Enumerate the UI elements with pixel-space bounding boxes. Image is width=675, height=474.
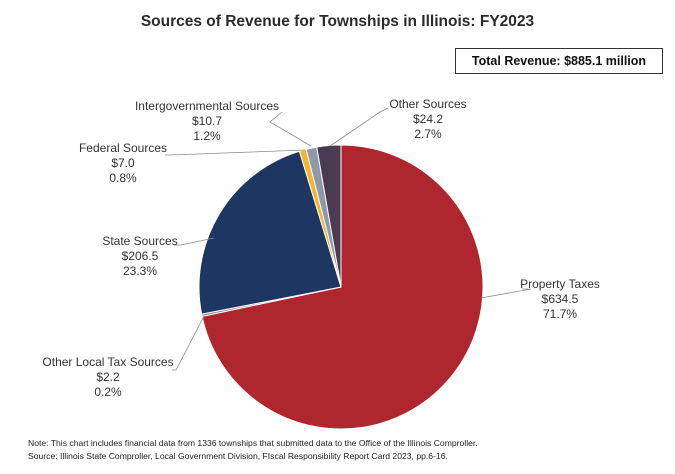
slice-label-federal-sources: Federal Sources <box>79 141 167 155</box>
leader-line-federal-sources <box>165 149 306 156</box>
slice-label-other-sources: Other Sources <box>389 97 466 111</box>
total-revenue-box: Total Revenue: $885.1 million <box>455 48 663 74</box>
slice-value-label-other-sources: $24.2 <box>413 112 443 126</box>
pie-slice-property-taxes <box>201 144 484 430</box>
slice-value-label-federal-sources: $7.0 <box>111 156 135 170</box>
slice-percent-label-intergovernmental-sources: 1.2% <box>193 129 221 143</box>
slice-label-other-local-tax-sources: Other Local Tax Sources <box>42 355 173 369</box>
chart-source: Source: Illinois State Comproller, Local… <box>28 451 448 461</box>
slice-label-state-sources: State Sources <box>102 234 177 248</box>
leader-line-other-sources <box>329 107 389 147</box>
slice-label-property-taxes: Property Taxes <box>520 277 600 291</box>
leader-line-intergovernmental-sources <box>269 111 312 147</box>
slice-value-label-state-sources: $206.5 <box>122 249 159 263</box>
slice-percent-label-other-sources: 2.7% <box>414 127 442 141</box>
leader-line-other-local-tax-sources <box>172 315 205 371</box>
slice-label-intergovernmental-sources: Intergovernmental Sources <box>135 99 279 113</box>
chart-title: Sources of Revenue for Townships in Illi… <box>140 13 535 30</box>
chart-note: Note: This chart includes financial data… <box>28 438 478 448</box>
slice-value-label-property-taxes: $634.5 <box>542 292 579 306</box>
slice-percent-label-state-sources: 23.3% <box>123 264 157 278</box>
slice-percent-label-federal-sources: 0.8% <box>109 171 137 185</box>
leader-line-property-taxes <box>480 288 532 299</box>
leader-line-state-sources <box>174 237 215 246</box>
slice-percent-label-property-taxes: 71.7% <box>543 307 577 321</box>
pie-slice-other-sources <box>316 144 342 288</box>
slice-percent-label-other-local-tax-sources: 0.2% <box>94 385 122 399</box>
slice-value-label-intergovernmental-sources: $10.7 <box>192 114 222 128</box>
pie-slice-state-sources <box>198 150 342 315</box>
slice-value-label-other-local-tax-sources: $2.2 <box>96 370 120 384</box>
